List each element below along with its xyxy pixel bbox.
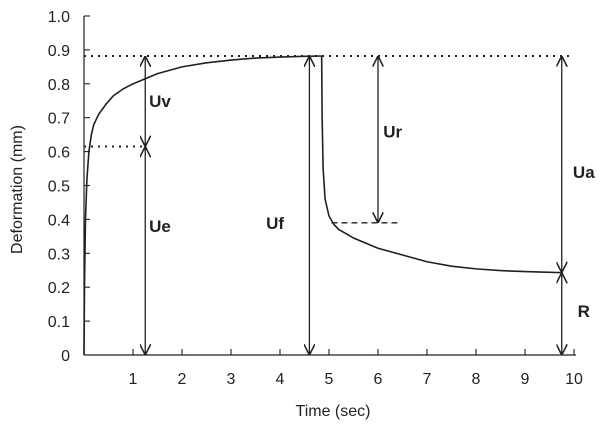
x-tick-label: 8 <box>472 371 481 388</box>
label-ue: Ue <box>149 217 171 236</box>
annotation-arrows: Uv Ue Uf Ur Ua R <box>145 57 595 354</box>
y-tick-label: 0.7 <box>48 111 70 128</box>
y-axis-title: Deformation (mm) <box>9 125 26 254</box>
y-tick-label: 1.0 <box>48 9 70 26</box>
x-tick-label: 3 <box>227 371 236 388</box>
y-tick-label: 0.3 <box>48 246 70 263</box>
label-r: R <box>578 302 590 321</box>
label-uf: Uf <box>266 214 284 233</box>
y-tick-label: 0 <box>61 348 70 365</box>
series-curves <box>83 55 562 356</box>
y-tick-label: 0.9 <box>48 43 70 60</box>
y-tick-label: 0.2 <box>48 280 70 297</box>
ticks: 1 2 3 4 5 6 7 8 9 10 0 0.1 0.2 0.3 0.4 0.5 0.6 0.7 0.8 0.9 1… <box>48 9 583 388</box>
reference-lines <box>84 55 574 224</box>
x-tick-label: 7 <box>423 371 432 388</box>
y-tick-label: 0.6 <box>48 145 70 162</box>
x-tick-label: 10 <box>565 371 583 388</box>
x-axis-title: Time (sec) <box>296 403 371 420</box>
x-tick-label: 1 <box>129 371 138 388</box>
x-tick-label: 4 <box>276 371 285 388</box>
y-tick-label: 0.1 <box>48 314 70 331</box>
x-tick-label: 5 <box>325 371 334 388</box>
y-tick-label: 0.5 <box>48 179 70 196</box>
axes <box>83 16 576 356</box>
y-tick-label: 0.4 <box>48 212 70 229</box>
x-tick-label: 2 <box>178 371 187 388</box>
label-ur: Ur <box>383 122 402 141</box>
recovery-curve <box>320 55 562 274</box>
y-tick-label: 0.8 <box>48 77 70 94</box>
label-uv: Uv <box>149 92 171 111</box>
x-tick-label: 6 <box>374 371 383 388</box>
x-tick-label: 9 <box>521 371 530 388</box>
label-ua: Ua <box>573 163 595 182</box>
loading-curve <box>83 55 322 356</box>
